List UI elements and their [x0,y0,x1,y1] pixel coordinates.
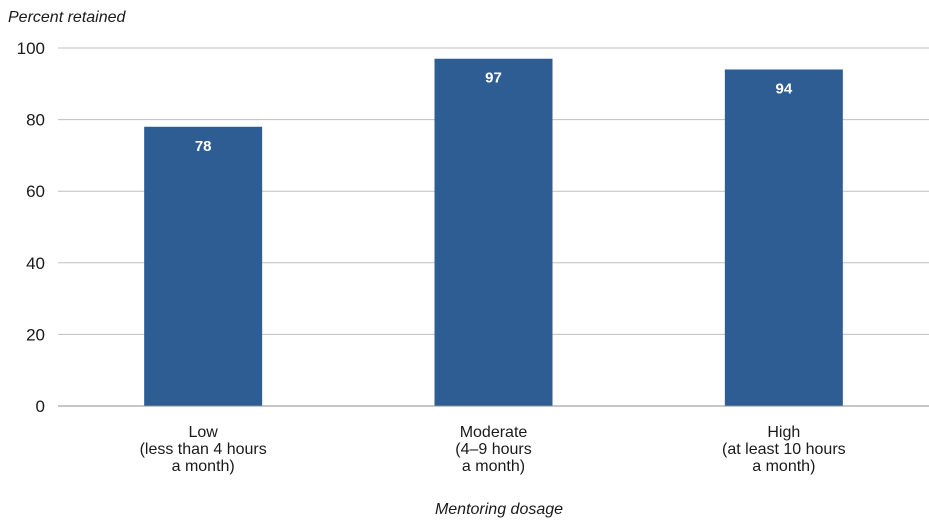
y-tick-label: 40 [26,254,45,273]
x-axis-title: Mentoring dosage [435,501,563,518]
bars [144,58,843,407]
bar [724,69,843,406]
y-tick-label: 100 [17,39,45,58]
data-label: 78 [195,138,212,155]
y-tick-label: 80 [26,111,45,130]
y-axis-title: Percent retained [8,9,127,26]
category-label: Moderate (4–9 hours a month) [455,424,532,475]
data-labels: 78 97 94 [195,70,793,155]
data-label: 94 [775,80,792,97]
bar [144,126,263,406]
category-label: Low (less than 4 hours a month) [140,424,267,475]
y-tick-label: 20 [26,325,45,344]
category-label: High (at least 10 hours a month) [722,424,846,475]
y-axis-ticks: 0 20 40 60 80 100 [17,39,45,416]
bar [434,58,553,407]
data-label: 97 [485,70,502,87]
y-tick-label: 0 [36,397,45,416]
y-tick-label: 60 [26,182,45,201]
category-labels: Low (less than 4 hours a month) Moderate (4–… [140,424,846,475]
